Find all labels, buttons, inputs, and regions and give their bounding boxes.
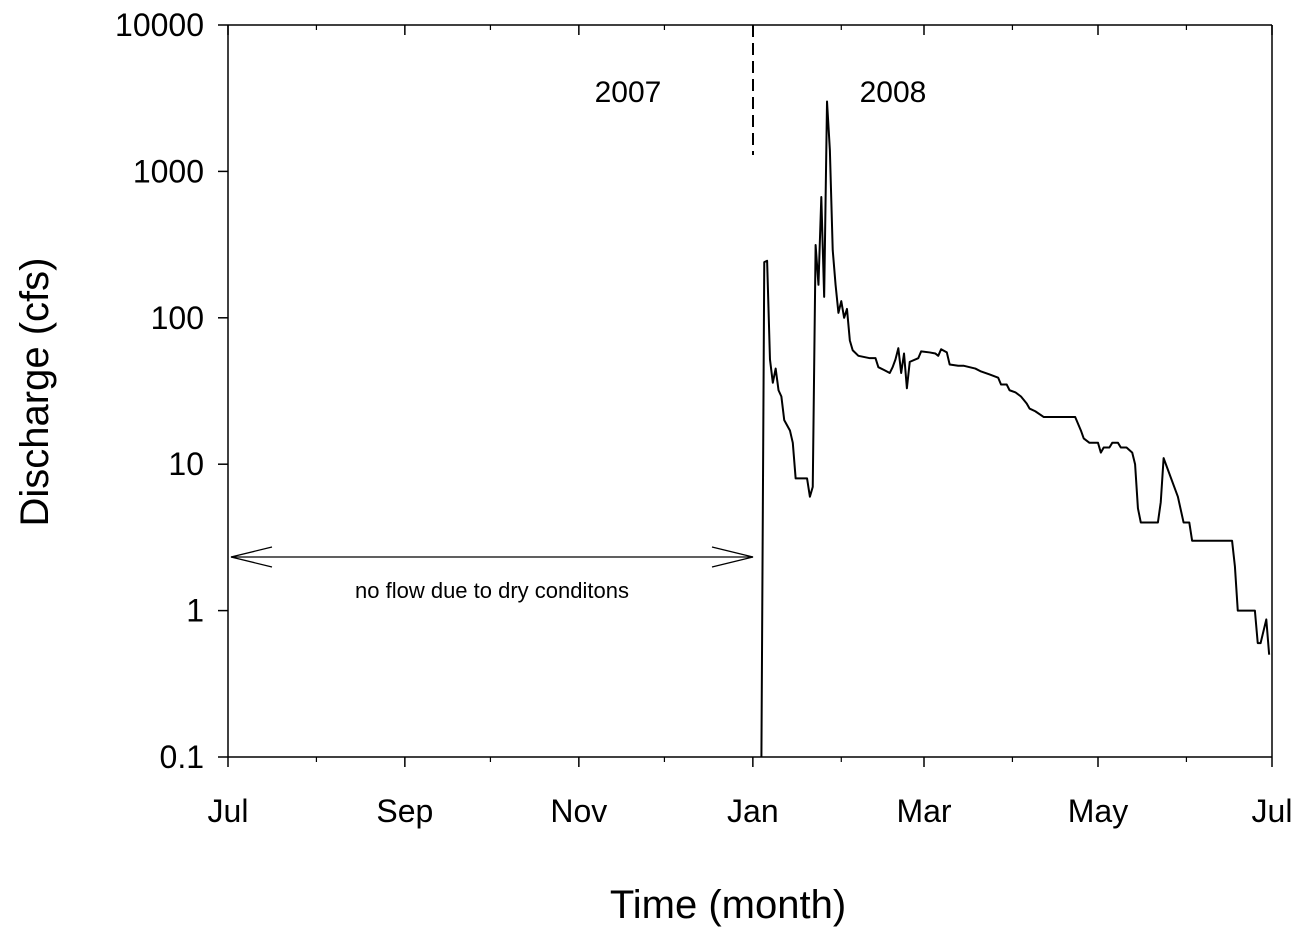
x-tick-label: Mar	[896, 793, 951, 829]
x-tick-label: Jan	[727, 793, 779, 829]
y-tick-label: 100	[151, 300, 204, 336]
plot-area	[228, 25, 1272, 757]
annotation: no flow due to dry conditons	[355, 578, 629, 603]
y-tick-label: 1000	[133, 153, 204, 189]
x-axis-title: Time (month)	[610, 883, 846, 927]
arrow	[230, 546, 754, 568]
annotation: 2008	[860, 76, 927, 109]
y-tick-label: 10	[168, 446, 204, 482]
y-tick-label: 1	[186, 593, 204, 629]
x-tick-label: Nov	[550, 793, 607, 829]
y-axis-title: Discharge (cfs)	[13, 258, 57, 527]
x-tick-label: Sep	[376, 793, 433, 829]
annotation: 2007	[595, 76, 662, 109]
y-tick-label: 10000	[115, 7, 204, 43]
x-tick-label: Jul	[1252, 793, 1293, 829]
y-tick-label: 0.1	[160, 739, 204, 775]
x-tick-label: Jul	[208, 793, 249, 829]
discharge-line	[760, 100, 1271, 758]
x-tick-label: May	[1068, 793, 1128, 829]
